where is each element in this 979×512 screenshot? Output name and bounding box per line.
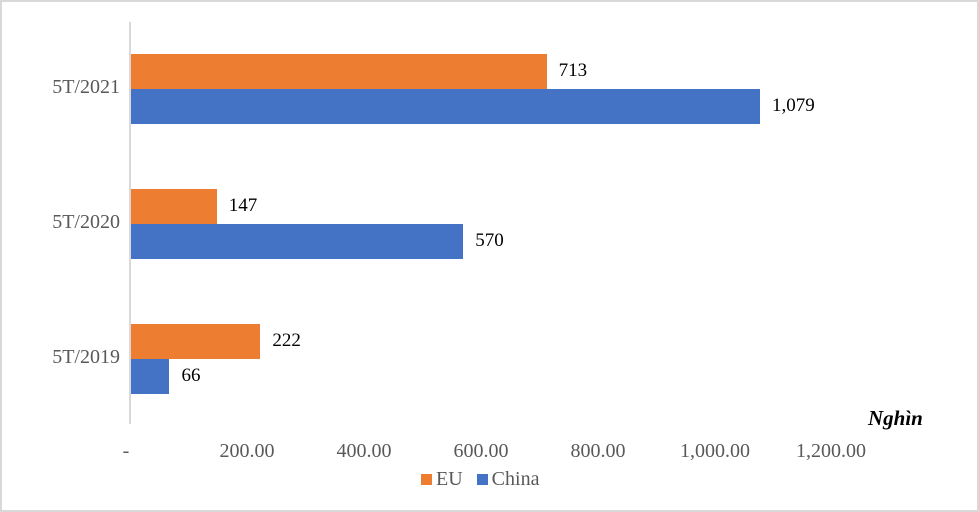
bar-china-5t-2020[interactable] [131,224,464,259]
y-axis-line [129,22,131,424]
legend-item-china[interactable]: China [476,468,540,491]
x-tick-1000: 1,000.00 [680,440,750,462]
legend-label-eu: EU [436,468,463,490]
x-tick-400: 400.00 [336,440,392,462]
x-tick-800: 800.00 [570,440,626,462]
data-label-eu-5t-2021: 713 [558,60,588,81]
bar-china-5t-2021[interactable] [131,89,761,124]
legend: EU China [421,468,553,491]
category-label-2021: 5T/2021 [52,76,120,98]
data-label-eu-5t-2020: 147 [228,195,258,216]
bar-eu-5t-2021[interactable] [131,54,547,89]
data-label-eu-5t-2019: 222 [272,330,301,351]
unit-label: Nghìn [868,406,923,430]
bar-eu-5t-2020[interactable] [131,189,217,224]
bar-china-5t-2019[interactable] [131,359,170,394]
category-label-2019: 5T/2019 [52,346,120,368]
legend-swatch-china [476,474,488,485]
data-label-china-5t-2020: 570 [475,230,504,251]
x-tick-200: 200.00 [219,440,275,462]
data-label-china-5t-2021: 1,079 [772,95,815,116]
x-tick-1200: 1,200.00 [796,440,866,462]
bar-eu-5t-2019[interactable] [131,324,261,359]
x-tick-600: 600.00 [453,440,509,462]
legend-swatch-eu [421,474,432,485]
data-label-china-5t-2019: 66 [181,365,201,386]
x-tick-0: - [122,440,130,462]
legend-item-eu[interactable]: EU [421,468,463,491]
legend-label-china: China [491,468,540,490]
category-label-2020: 5T/2020 [52,211,120,233]
